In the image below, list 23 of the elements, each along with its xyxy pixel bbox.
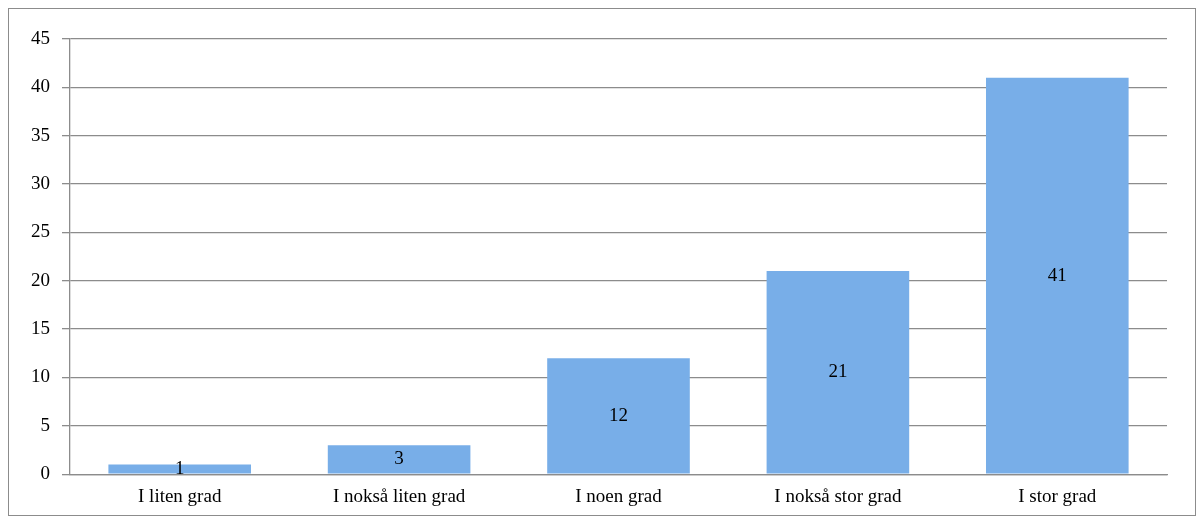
data-label: 21 xyxy=(828,360,848,382)
x-tick-label: I liten grad xyxy=(138,484,222,506)
y-tick-label: 0 xyxy=(40,462,50,484)
y-tick-label: 5 xyxy=(40,413,50,435)
y-tick-label: 40 xyxy=(31,75,50,97)
bar xyxy=(766,271,910,474)
bar xyxy=(327,445,471,474)
x-tick-label: I nokså stor grad xyxy=(774,484,902,506)
bar xyxy=(986,77,1129,474)
y-tick-label: 20 xyxy=(31,268,50,290)
bar xyxy=(547,358,690,474)
data-label: 41 xyxy=(1047,263,1067,285)
data-label: 12 xyxy=(609,403,628,425)
y-tick-label: 45 xyxy=(31,26,50,48)
x-tick-label: I nokså liten grad xyxy=(332,484,466,506)
y-tick-label: 25 xyxy=(31,220,50,242)
y-tick-label: 30 xyxy=(31,172,50,194)
y-tick-label: 10 xyxy=(31,365,50,387)
x-tick-label: I stor grad xyxy=(1018,484,1097,506)
x-tick-label: I noen grad xyxy=(575,484,663,506)
data-label: 3 xyxy=(394,447,404,469)
y-tick-label: 15 xyxy=(31,317,50,339)
y-tick-label: 35 xyxy=(31,123,50,145)
